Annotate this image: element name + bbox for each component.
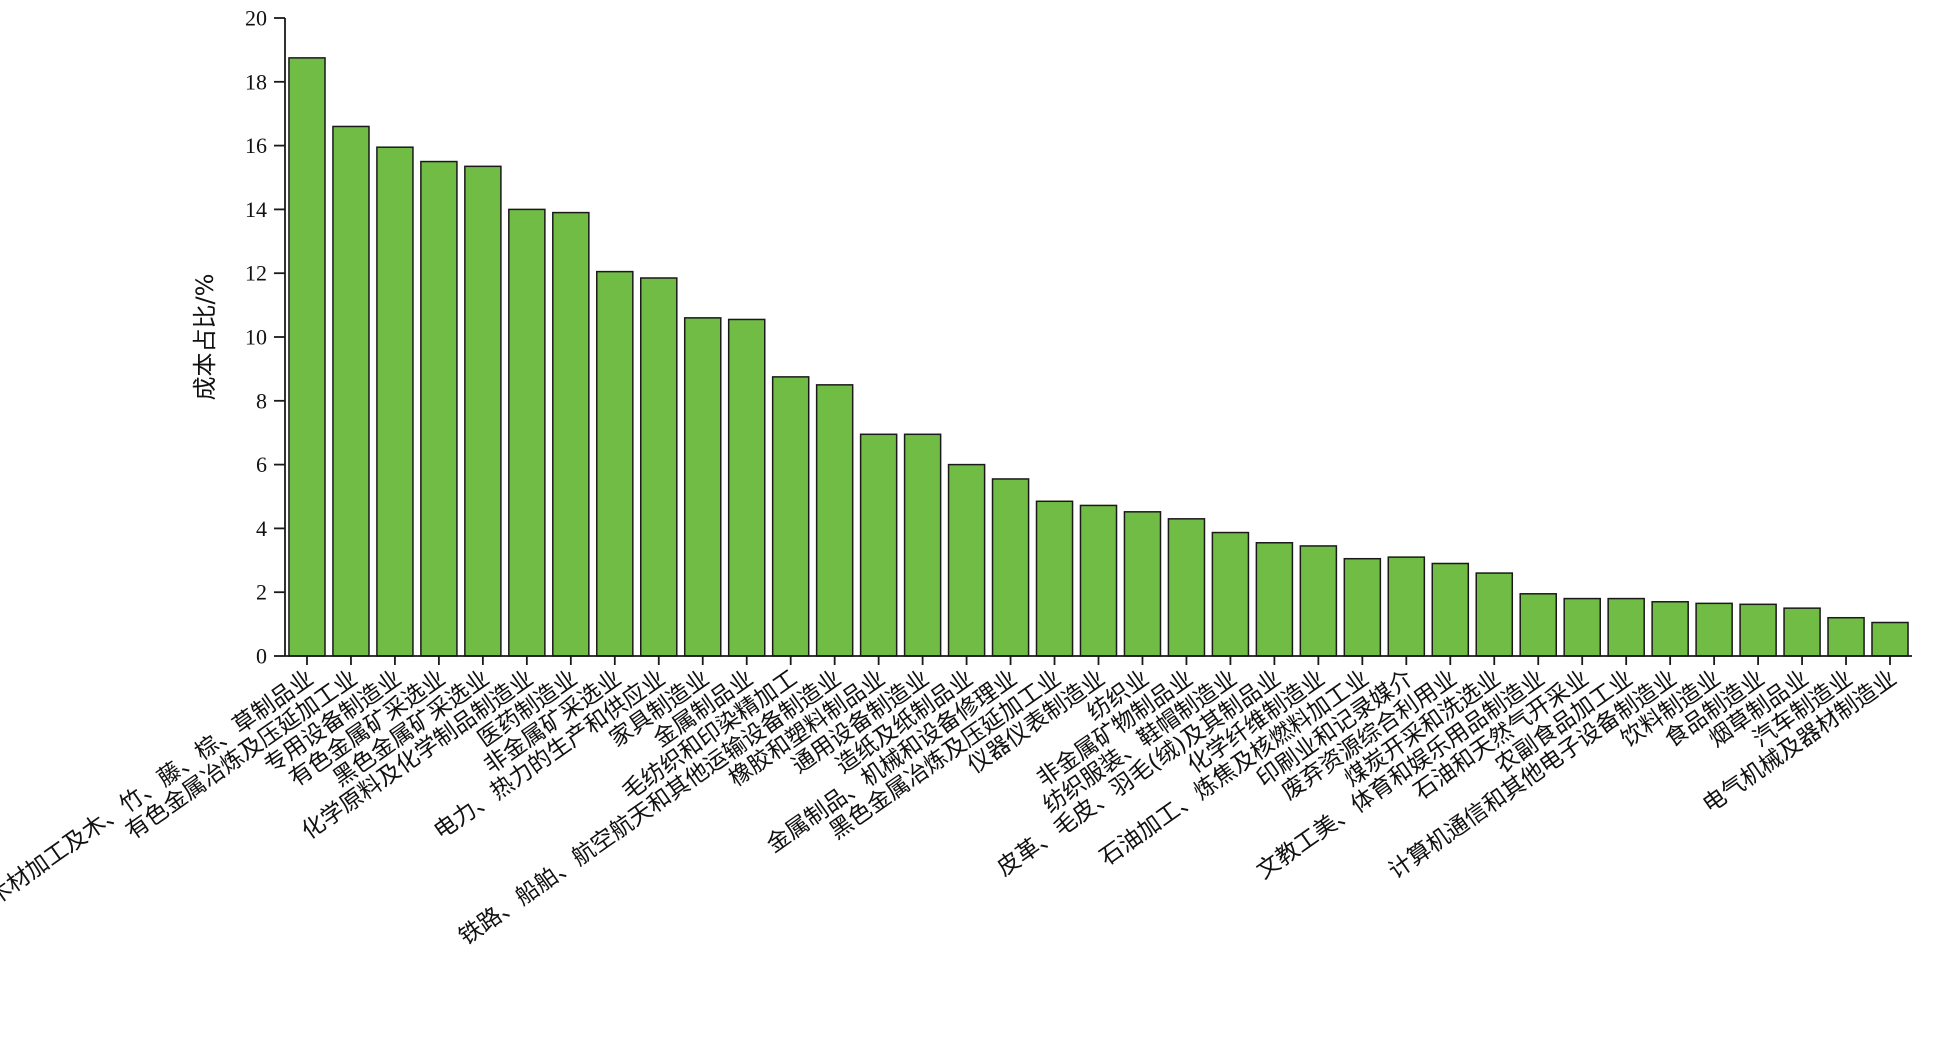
y-tick-label: 2 — [256, 580, 267, 605]
bar — [464, 165, 502, 657]
bar — [1651, 601, 1689, 657]
x-axis — [285, 655, 1912, 665]
bar — [639, 277, 678, 657]
bar — [596, 270, 634, 657]
y-tick-label: 8 — [256, 388, 267, 413]
bar — [1079, 504, 1118, 657]
x-category-label: 木材加工及木、竹、藤、棕、草制品业 — [0, 665, 318, 911]
bar — [1123, 511, 1162, 657]
bar — [1167, 518, 1206, 657]
bar — [552, 211, 590, 657]
bar — [683, 317, 722, 657]
y-tick-label: 6 — [256, 452, 267, 477]
bar — [1387, 556, 1426, 657]
y-tick-label: 14 — [245, 197, 267, 222]
bar — [1607, 597, 1645, 657]
bar — [1519, 593, 1558, 657]
y-tick-label: 16 — [245, 133, 267, 158]
bar — [947, 463, 986, 657]
bar — [1783, 607, 1821, 657]
bar — [1871, 621, 1909, 657]
bar — [771, 376, 810, 657]
y-tick-label: 20 — [245, 6, 267, 31]
bar — [1431, 562, 1470, 657]
bars-group — [288, 57, 1909, 657]
bar — [1299, 545, 1338, 657]
bar — [508, 208, 546, 657]
y-axis-title: 成本占比/% — [191, 274, 219, 401]
category-labels: 木材加工及木、竹、藤、棕、草制品业有色金属冶炼及压延加工业专用设备制造业有色金属… — [0, 665, 1901, 950]
y-axis: 0 2 4 6 8 10 12 14 16 18 20 — [245, 6, 286, 669]
bar — [1343, 557, 1382, 657]
bar — [332, 125, 370, 657]
bar — [991, 478, 1030, 657]
bar — [859, 433, 898, 657]
bar — [1211, 531, 1250, 657]
bar — [1739, 603, 1777, 657]
bar — [1827, 616, 1865, 657]
y-tick-label: 12 — [245, 261, 267, 286]
y-tick-label: 4 — [256, 516, 267, 541]
bar — [288, 57, 326, 657]
bar — [903, 433, 942, 657]
bar — [1695, 602, 1733, 657]
y-tick-label: 0 — [256, 644, 267, 669]
bar — [420, 160, 458, 657]
bar — [815, 384, 854, 657]
bar — [1475, 572, 1514, 657]
bar — [1563, 597, 1601, 657]
bar — [376, 146, 414, 657]
bar — [727, 318, 766, 657]
bar — [1255, 542, 1294, 657]
y-tick-label: 18 — [245, 69, 267, 94]
y-tick-label: 10 — [245, 325, 267, 350]
bar — [1035, 500, 1074, 657]
